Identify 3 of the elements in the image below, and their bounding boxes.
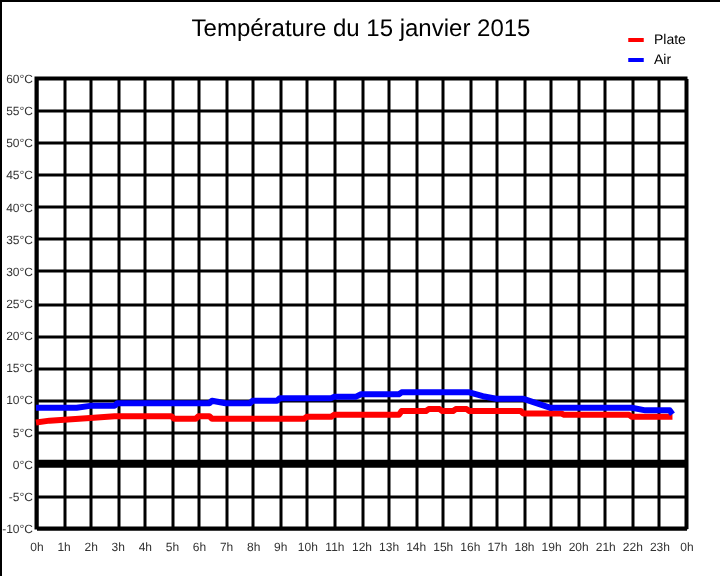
- line-series: [33, 406, 676, 426]
- chart-title: Température du 15 janvier 2015: [191, 14, 532, 42]
- line-series: [33, 389, 676, 418]
